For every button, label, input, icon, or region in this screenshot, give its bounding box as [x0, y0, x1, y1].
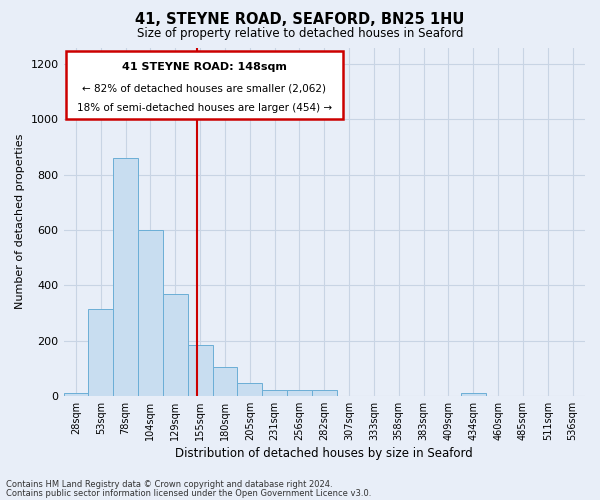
Bar: [287, 390, 312, 396]
Bar: [212, 367, 238, 396]
Bar: [238, 384, 262, 396]
Y-axis label: Number of detached properties: Number of detached properties: [15, 134, 25, 310]
Text: 18% of semi-detached houses are larger (454) →: 18% of semi-detached houses are larger (…: [77, 103, 332, 113]
X-axis label: Distribution of detached houses by size in Seaford: Distribution of detached houses by size …: [175, 447, 473, 460]
Bar: [113, 158, 138, 396]
Bar: [64, 393, 88, 396]
FancyBboxPatch shape: [66, 51, 343, 119]
Bar: [88, 308, 113, 396]
Text: Contains HM Land Registry data © Crown copyright and database right 2024.: Contains HM Land Registry data © Crown c…: [6, 480, 332, 489]
Bar: [138, 230, 163, 396]
Text: Contains public sector information licensed under the Open Government Licence v3: Contains public sector information licen…: [6, 488, 371, 498]
Text: Size of property relative to detached houses in Seaford: Size of property relative to detached ho…: [137, 28, 463, 40]
Bar: [163, 294, 188, 396]
Bar: [461, 393, 485, 396]
Bar: [262, 390, 287, 396]
Bar: [312, 390, 337, 396]
Text: 41, STEYNE ROAD, SEAFORD, BN25 1HU: 41, STEYNE ROAD, SEAFORD, BN25 1HU: [136, 12, 464, 28]
Text: 41 STEYNE ROAD: 148sqm: 41 STEYNE ROAD: 148sqm: [122, 62, 287, 72]
Bar: [188, 344, 212, 396]
Text: ← 82% of detached houses are smaller (2,062): ← 82% of detached houses are smaller (2,…: [82, 83, 326, 93]
